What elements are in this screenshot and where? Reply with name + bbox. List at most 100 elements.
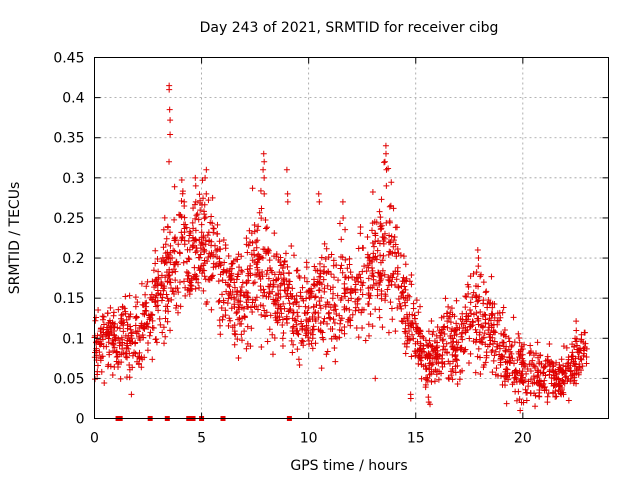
srmtid-point bbox=[134, 353, 141, 360]
srmtid-point bbox=[152, 247, 159, 254]
srmtid-point bbox=[559, 367, 566, 374]
srmtid-point bbox=[541, 377, 548, 384]
srmtid-point bbox=[286, 281, 293, 288]
x-tick-label: 5 bbox=[197, 431, 206, 447]
srmtid-point bbox=[331, 274, 338, 281]
srmtid-point bbox=[311, 294, 318, 301]
srmtid-point bbox=[375, 237, 382, 244]
srmtid-point bbox=[157, 291, 164, 298]
srmtid-point bbox=[447, 333, 454, 340]
srmtid-point bbox=[265, 275, 272, 282]
srmtid-point bbox=[429, 361, 436, 368]
srmtid-point bbox=[233, 276, 240, 283]
y-tick-label: 0.05 bbox=[53, 371, 84, 387]
srmtid-point bbox=[228, 294, 235, 301]
srmtid-point bbox=[193, 212, 200, 219]
srmtid-point bbox=[281, 287, 288, 294]
srmtid-point bbox=[164, 318, 171, 325]
srmtid-point bbox=[243, 235, 250, 242]
srmtid-point bbox=[326, 301, 333, 308]
srmtid-point bbox=[337, 265, 344, 272]
srmtid-point bbox=[201, 267, 208, 274]
srmtid-point bbox=[193, 245, 200, 252]
srmtid-point bbox=[110, 348, 117, 355]
srmtid-point bbox=[549, 389, 556, 396]
srmtid-point bbox=[231, 301, 238, 308]
srmtid-point bbox=[402, 261, 409, 268]
srmtid-point bbox=[490, 327, 497, 334]
srmtid-point bbox=[376, 314, 383, 321]
srmtid-point bbox=[209, 272, 216, 279]
srmtid-point bbox=[135, 361, 142, 368]
srmtid-point bbox=[260, 286, 267, 293]
srmtid-point bbox=[263, 271, 270, 278]
srmtid-point bbox=[491, 314, 498, 321]
srmtid-point bbox=[413, 297, 420, 304]
srmtid-point bbox=[201, 257, 208, 264]
srmtid-point bbox=[386, 232, 393, 239]
srmtid-point bbox=[450, 327, 457, 334]
srmtid-point bbox=[338, 294, 345, 301]
srmtid-point bbox=[502, 368, 509, 375]
srmtid-point bbox=[386, 203, 393, 210]
srmtid-point bbox=[480, 300, 487, 307]
srmtid-point bbox=[257, 187, 264, 194]
srmtid-point bbox=[145, 312, 152, 319]
srmtid-point bbox=[163, 291, 170, 298]
srmtid-point bbox=[459, 310, 466, 317]
srmtid-point bbox=[171, 248, 178, 255]
srmtid-point bbox=[231, 322, 238, 329]
srmtid-point bbox=[218, 305, 225, 312]
srmtid-point bbox=[365, 321, 372, 328]
srmtid-point bbox=[425, 328, 432, 335]
srmtid-point bbox=[253, 238, 260, 245]
srmtid-point bbox=[220, 268, 227, 275]
plot-frame bbox=[94, 57, 609, 419]
srmtid-point bbox=[277, 254, 284, 261]
srmtid-point bbox=[372, 306, 379, 313]
srmtid-point bbox=[358, 309, 365, 316]
srmtid-point bbox=[359, 268, 366, 275]
srmtid-peak-point bbox=[203, 190, 210, 197]
srmtid-point bbox=[378, 225, 385, 232]
srmtid-point bbox=[488, 273, 495, 280]
srmtid-point bbox=[464, 326, 471, 333]
srmtid-point bbox=[417, 346, 424, 353]
srmtid-point bbox=[485, 327, 492, 334]
srmtid-point bbox=[546, 366, 553, 373]
srmtid-point bbox=[236, 264, 243, 271]
srmtid-point bbox=[201, 273, 208, 280]
srmtid-point bbox=[407, 336, 414, 343]
srmtid-point bbox=[523, 397, 530, 404]
srmtid-point bbox=[457, 368, 464, 375]
srmtid-point bbox=[236, 315, 243, 322]
srmtid-point bbox=[379, 257, 386, 264]
srmtid-point bbox=[198, 234, 205, 241]
srmtid-point bbox=[254, 264, 261, 271]
srmtid-point bbox=[458, 333, 465, 340]
srmtid-point bbox=[247, 304, 254, 311]
srmtid-point bbox=[462, 293, 469, 300]
srmtid-peak-point bbox=[203, 166, 210, 173]
srmtid-point bbox=[458, 330, 465, 337]
srmtid-point bbox=[388, 233, 395, 240]
srmtid-point bbox=[198, 221, 205, 228]
srmtid-point bbox=[289, 315, 296, 322]
srmtid-point bbox=[497, 314, 504, 321]
srmtid-point bbox=[388, 281, 395, 288]
srmtid-point bbox=[158, 258, 165, 265]
srmtid-point bbox=[226, 274, 233, 281]
srmtid-point bbox=[109, 371, 116, 378]
srmtid-point bbox=[357, 224, 364, 231]
srmtid-point bbox=[327, 326, 334, 333]
srmtid-point bbox=[361, 263, 368, 270]
srmtid-point bbox=[370, 243, 377, 250]
srmtid-point bbox=[118, 319, 125, 326]
srmtid-point bbox=[329, 295, 336, 302]
srmtid-point bbox=[120, 328, 127, 335]
srmtid-point bbox=[502, 347, 509, 354]
srmtid-peak-point bbox=[340, 214, 347, 221]
srmtid-point bbox=[566, 364, 573, 371]
srmtid-point bbox=[161, 214, 168, 221]
srmtid-point bbox=[537, 352, 544, 359]
